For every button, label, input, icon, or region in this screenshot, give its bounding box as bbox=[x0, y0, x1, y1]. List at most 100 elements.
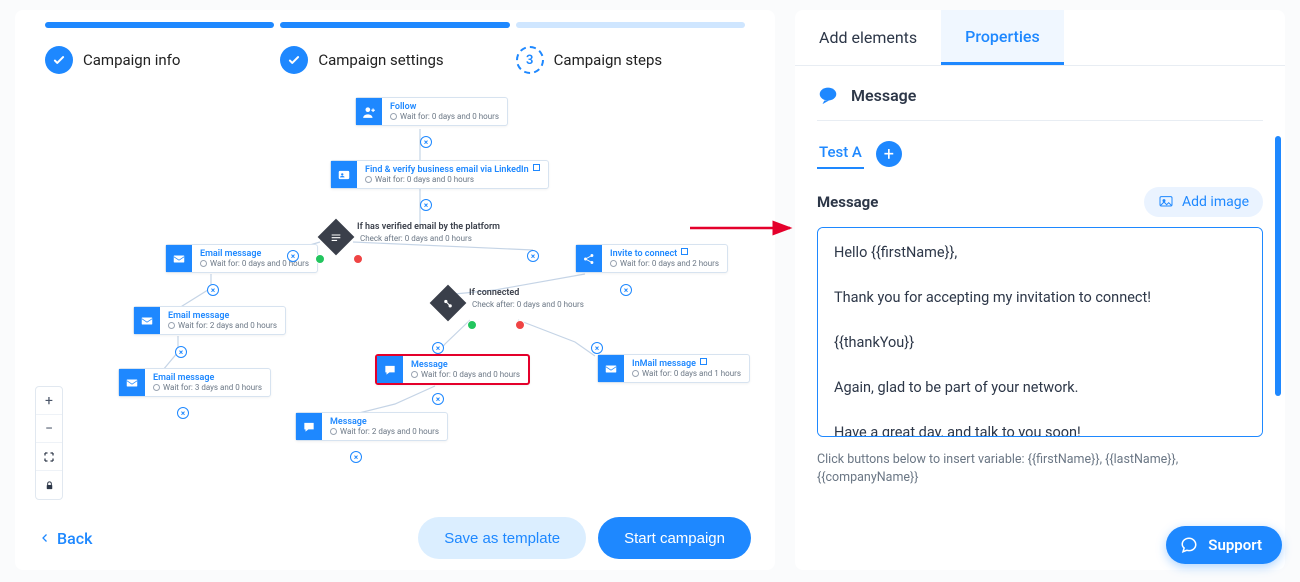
variant-tab-a[interactable]: Test A bbox=[817, 139, 864, 169]
main-canvas-area: Campaign info Campaign settings 3 Campai… bbox=[15, 10, 775, 570]
mail-icon bbox=[166, 245, 192, 272]
node-subtitle: Wait for: 0 days and 2 hours bbox=[610, 259, 719, 268]
flow-port[interactable]: × bbox=[287, 250, 299, 262]
step-label: Campaign info bbox=[83, 51, 180, 69]
flow-node-msg2[interactable]: Message Wait for: 2 days and 0 hours bbox=[295, 412, 448, 441]
user-plus-icon bbox=[356, 98, 382, 125]
node-title: Invite to connect bbox=[610, 249, 719, 259]
variant-row: Test A + bbox=[817, 121, 1263, 169]
step-check-icon bbox=[280, 46, 308, 74]
flow-port[interactable]: × bbox=[527, 250, 539, 262]
message-header-row: Message Add image bbox=[817, 169, 1263, 227]
condition-node[interactable] bbox=[430, 285, 467, 322]
tab-add-elements[interactable]: Add elements bbox=[795, 10, 941, 65]
progress-bars bbox=[15, 10, 775, 28]
node-subtitle: Wait for: 0 days and 0 hours bbox=[390, 112, 499, 121]
node-title: Follow bbox=[390, 102, 499, 112]
support-label: Support bbox=[1208, 536, 1262, 554]
zoom-in-button[interactable]: + bbox=[36, 387, 62, 415]
node-title: Email message bbox=[153, 373, 262, 383]
step-campaign-steps[interactable]: 3 Campaign steps bbox=[516, 36, 745, 84]
node-title: Message bbox=[411, 360, 520, 370]
flow-node-findemail[interactable]: Find & verify business email via LinkedI… bbox=[330, 160, 549, 189]
support-button[interactable]: Support bbox=[1166, 526, 1282, 564]
panel-header-title: Message bbox=[851, 86, 916, 105]
node-subtitle: Wait for: 0 days and 1 hours bbox=[632, 369, 741, 378]
flow-node-invite[interactable]: Invite to connect Wait for: 0 days and 2… bbox=[575, 244, 728, 273]
condition-sub: Check after: 0 days and 0 hours bbox=[357, 234, 472, 243]
node-title: Email message bbox=[168, 311, 277, 321]
steps-row: Campaign info Campaign settings 3 Campai… bbox=[15, 28, 775, 84]
footer-bar: Back Save as template Start campaign bbox=[15, 506, 775, 570]
node-subtitle: Wait for: 3 days and 0 hours bbox=[153, 383, 262, 392]
variable-hint: Click buttons below to insert variable: … bbox=[817, 441, 1263, 486]
mail-icon bbox=[134, 307, 160, 334]
flow-node-follow[interactable]: Follow Wait for: 0 days and 0 hours bbox=[355, 97, 508, 126]
flow-port[interactable]: × bbox=[207, 284, 219, 296]
flow-port[interactable]: × bbox=[350, 451, 362, 463]
flow-port[interactable] bbox=[353, 254, 363, 264]
flow-port[interactable]: × bbox=[420, 199, 432, 211]
annotation-arrow bbox=[690, 218, 800, 238]
step-campaign-settings[interactable]: Campaign settings bbox=[280, 36, 509, 84]
chat-icon bbox=[296, 413, 322, 440]
chat-icon bbox=[377, 356, 403, 383]
start-campaign-button[interactable]: Start campaign bbox=[598, 517, 751, 559]
step-check-icon bbox=[45, 46, 73, 74]
add-variant-button[interactable]: + bbox=[876, 141, 902, 167]
support-chat-icon bbox=[1180, 536, 1198, 554]
message-icon bbox=[817, 84, 839, 106]
progress-bar-1 bbox=[45, 22, 274, 28]
share-icon bbox=[576, 245, 602, 272]
flow-port[interactable]: × bbox=[177, 407, 189, 419]
flow-edges bbox=[15, 84, 775, 464]
flow-node-email3[interactable]: Email message Wait for: 3 days and 0 hou… bbox=[118, 368, 271, 397]
node-title: Message bbox=[330, 417, 439, 427]
properties-panel: Add elements Properties Message Test A +… bbox=[795, 10, 1285, 570]
condition-node[interactable] bbox=[318, 219, 355, 256]
add-image-button[interactable]: Add image bbox=[1144, 187, 1263, 217]
flow-node-email2[interactable]: Email message Wait for: 2 days and 0 hou… bbox=[133, 306, 286, 335]
node-subtitle: Wait for: 2 days and 0 hours bbox=[168, 321, 277, 330]
flow-canvas[interactable]: Follow Wait for: 0 days and 0 hoursFind … bbox=[15, 84, 775, 464]
zoom-toolbar: + − bbox=[35, 386, 63, 500]
message-textarea[interactable] bbox=[817, 227, 1263, 437]
mail-icon bbox=[598, 355, 624, 382]
flow-port[interactable] bbox=[515, 320, 525, 330]
node-subtitle: Wait for: 2 days and 0 hours bbox=[330, 427, 439, 436]
user-card-icon bbox=[331, 161, 357, 188]
flow-port[interactable]: × bbox=[420, 136, 432, 148]
condition-title: If has verified email by the platform bbox=[357, 222, 500, 232]
flow-port[interactable]: × bbox=[591, 342, 603, 354]
progress-bar-3 bbox=[516, 22, 745, 28]
mail-icon bbox=[119, 369, 145, 396]
fullscreen-button[interactable] bbox=[36, 443, 62, 471]
tab-properties[interactable]: Properties bbox=[941, 10, 1064, 65]
node-title: Find & verify business email via LinkedI… bbox=[365, 165, 540, 175]
back-label: Back bbox=[57, 529, 92, 548]
node-subtitle: Wait for: 0 days and 0 hours bbox=[411, 370, 520, 379]
flow-port[interactable]: × bbox=[432, 393, 444, 405]
zoom-out-button[interactable]: − bbox=[36, 415, 62, 443]
flow-port[interactable] bbox=[467, 320, 477, 330]
flow-port[interactable]: × bbox=[432, 342, 444, 354]
flow-port[interactable] bbox=[315, 254, 325, 264]
condition-title: If connected bbox=[469, 288, 519, 298]
node-subtitle: Wait for: 0 days and 0 hours bbox=[365, 175, 540, 184]
panel-header: Message bbox=[817, 84, 1263, 121]
scrollbar[interactable] bbox=[1275, 136, 1281, 396]
panel-tabs: Add elements Properties bbox=[795, 10, 1285, 66]
flow-node-msgHL[interactable]: Message Wait for: 0 days and 0 hours bbox=[375, 354, 530, 385]
flow-node-inmail[interactable]: InMail message Wait for: 0 days and 1 ho… bbox=[597, 354, 750, 383]
back-button[interactable]: Back bbox=[39, 529, 92, 548]
step-label: Campaign steps bbox=[554, 51, 663, 69]
flow-port[interactable]: × bbox=[620, 284, 632, 296]
save-template-button[interactable]: Save as template bbox=[418, 517, 586, 559]
condition-sub: Check after: 0 days and 0 hours bbox=[469, 300, 584, 309]
image-icon bbox=[1158, 194, 1174, 210]
message-label: Message bbox=[817, 193, 878, 211]
flow-port[interactable]: × bbox=[175, 346, 187, 358]
node-title: InMail message bbox=[632, 359, 741, 369]
lock-button[interactable] bbox=[36, 471, 62, 499]
step-campaign-info[interactable]: Campaign info bbox=[45, 36, 274, 84]
